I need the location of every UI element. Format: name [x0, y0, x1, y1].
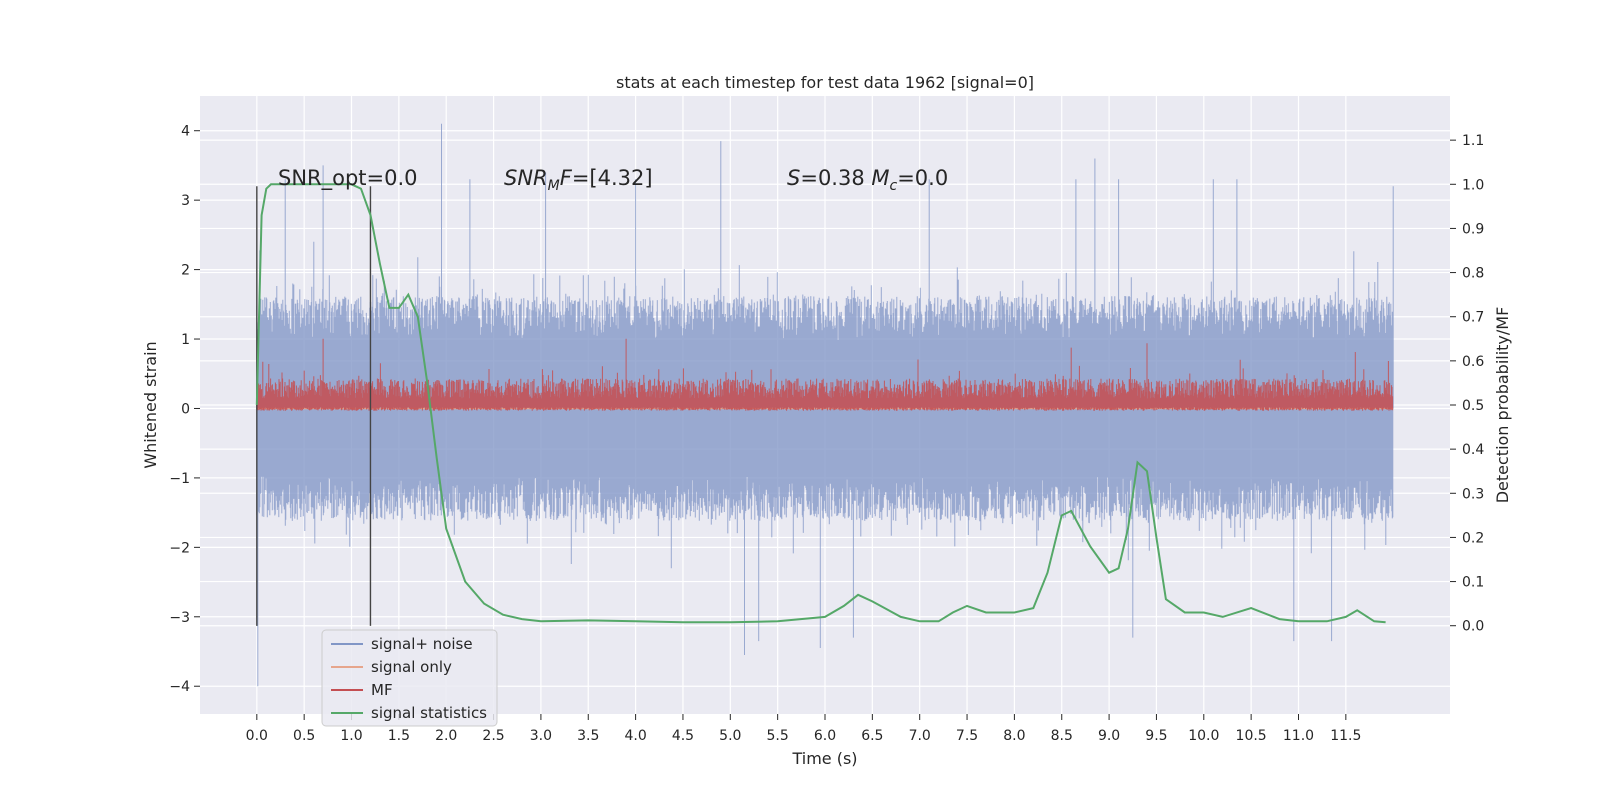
x-tick-label-2: 1.0: [340, 728, 362, 744]
y-tick-label-4: 0: [181, 401, 190, 417]
y-tick-label-3: −1: [169, 471, 190, 487]
legend-label-stats: signal statistics: [371, 704, 487, 722]
legend-label-signal: signal only: [371, 658, 452, 676]
x-tick-label-0: 0.0: [246, 728, 268, 744]
y2-axis-label: Detection probability/MF: [1493, 307, 1512, 504]
x-tick-label-18: 9.0: [1098, 728, 1120, 744]
chart-title: stats at each timestep for test data 196…: [616, 73, 1034, 92]
x-tick-label-17: 8.5: [1051, 728, 1073, 744]
y2-tick-label-0: 0.0: [1462, 619, 1484, 635]
x-tick-label-21: 10.5: [1236, 728, 1267, 744]
plot-series: [255, 123, 1394, 687]
x-tick-label-13: 6.5: [861, 728, 883, 744]
y-tick-label-7: 3: [181, 193, 190, 209]
legend: signal+ noise signal only MF signal stat…: [321, 629, 498, 727]
legend-frame: [321, 629, 498, 727]
annotation-snr-opt: SNR_opt=0.0: [278, 166, 418, 191]
y-tick-label-1: −3: [169, 610, 190, 626]
x-axis-label: Time (s): [791, 749, 857, 768]
y2-tick-label-4: 0.4: [1462, 442, 1484, 458]
y-tick-label-5: 1: [181, 332, 190, 348]
y2-tick-label-7: 0.7: [1462, 310, 1484, 326]
y-tick-label-8: 4: [181, 124, 190, 140]
y2-tick-label-1: 0.1: [1462, 575, 1484, 591]
y-tick-label-2: −2: [169, 540, 190, 556]
axes: −4 −3 −2 −1 0 1 2 3 4 0.0 0.1 0.2 0.3 0.4 0.5 0.6 0.7 0.8…: [169, 124, 1484, 744]
x-tick-label-14: 7.0: [909, 728, 931, 744]
y2-tick-label-2: 0.2: [1462, 530, 1484, 546]
y2-tick-label-8: 0.8: [1462, 266, 1484, 282]
y2-tick-label-9: 0.9: [1462, 221, 1484, 237]
x-tick-label-5: 2.5: [482, 728, 504, 744]
x-tick-label-9: 4.5: [672, 728, 694, 744]
x-tick-label-23: 11.5: [1330, 728, 1361, 744]
legend-label-mf: MF: [371, 681, 393, 699]
x-tick-label-16: 8.0: [1003, 728, 1025, 744]
x-tick-label-20: 10.0: [1188, 728, 1219, 744]
annotation-s-mc: S=0.38 Mc=0.0: [787, 166, 948, 194]
series-signal-statistics: [255, 183, 1386, 624]
x-tick-label-22: 11.0: [1283, 728, 1314, 744]
x-tick-label-1: 0.5: [293, 728, 315, 744]
y2-tick-label-3: 0.3: [1462, 486, 1484, 502]
y2-tick-label-10: 1.0: [1462, 177, 1484, 193]
y-tick-label-0: −4: [169, 679, 190, 695]
y2-tick-label-11: 1.1: [1462, 133, 1484, 149]
x-tick-label-6: 3.0: [530, 728, 552, 744]
x-tick-label-3: 1.5: [388, 728, 410, 744]
x-tick-label-12: 6.0: [814, 728, 836, 744]
x-tick-label-11: 5.5: [767, 728, 789, 744]
x-tick-label-8: 4.0: [624, 728, 646, 744]
y2-tick-label-5: 0.5: [1462, 398, 1484, 414]
annotation-snr-mf: SNRMF=[4.32]: [504, 166, 653, 194]
y-axis-label: Whitened strain: [141, 341, 160, 468]
x-tick-label-19: 9.5: [1145, 728, 1167, 744]
legend-label-noise: signal+ noise: [371, 635, 473, 653]
y2-tick-label-6: 0.6: [1462, 354, 1484, 370]
x-tick-label-4: 2.0: [435, 728, 457, 744]
x-tick-label-7: 3.5: [577, 728, 599, 744]
x-tick-label-15: 7.5: [956, 728, 978, 744]
x-tick-label-10: 5.0: [719, 728, 741, 744]
y-tick-label-6: 2: [181, 263, 190, 279]
